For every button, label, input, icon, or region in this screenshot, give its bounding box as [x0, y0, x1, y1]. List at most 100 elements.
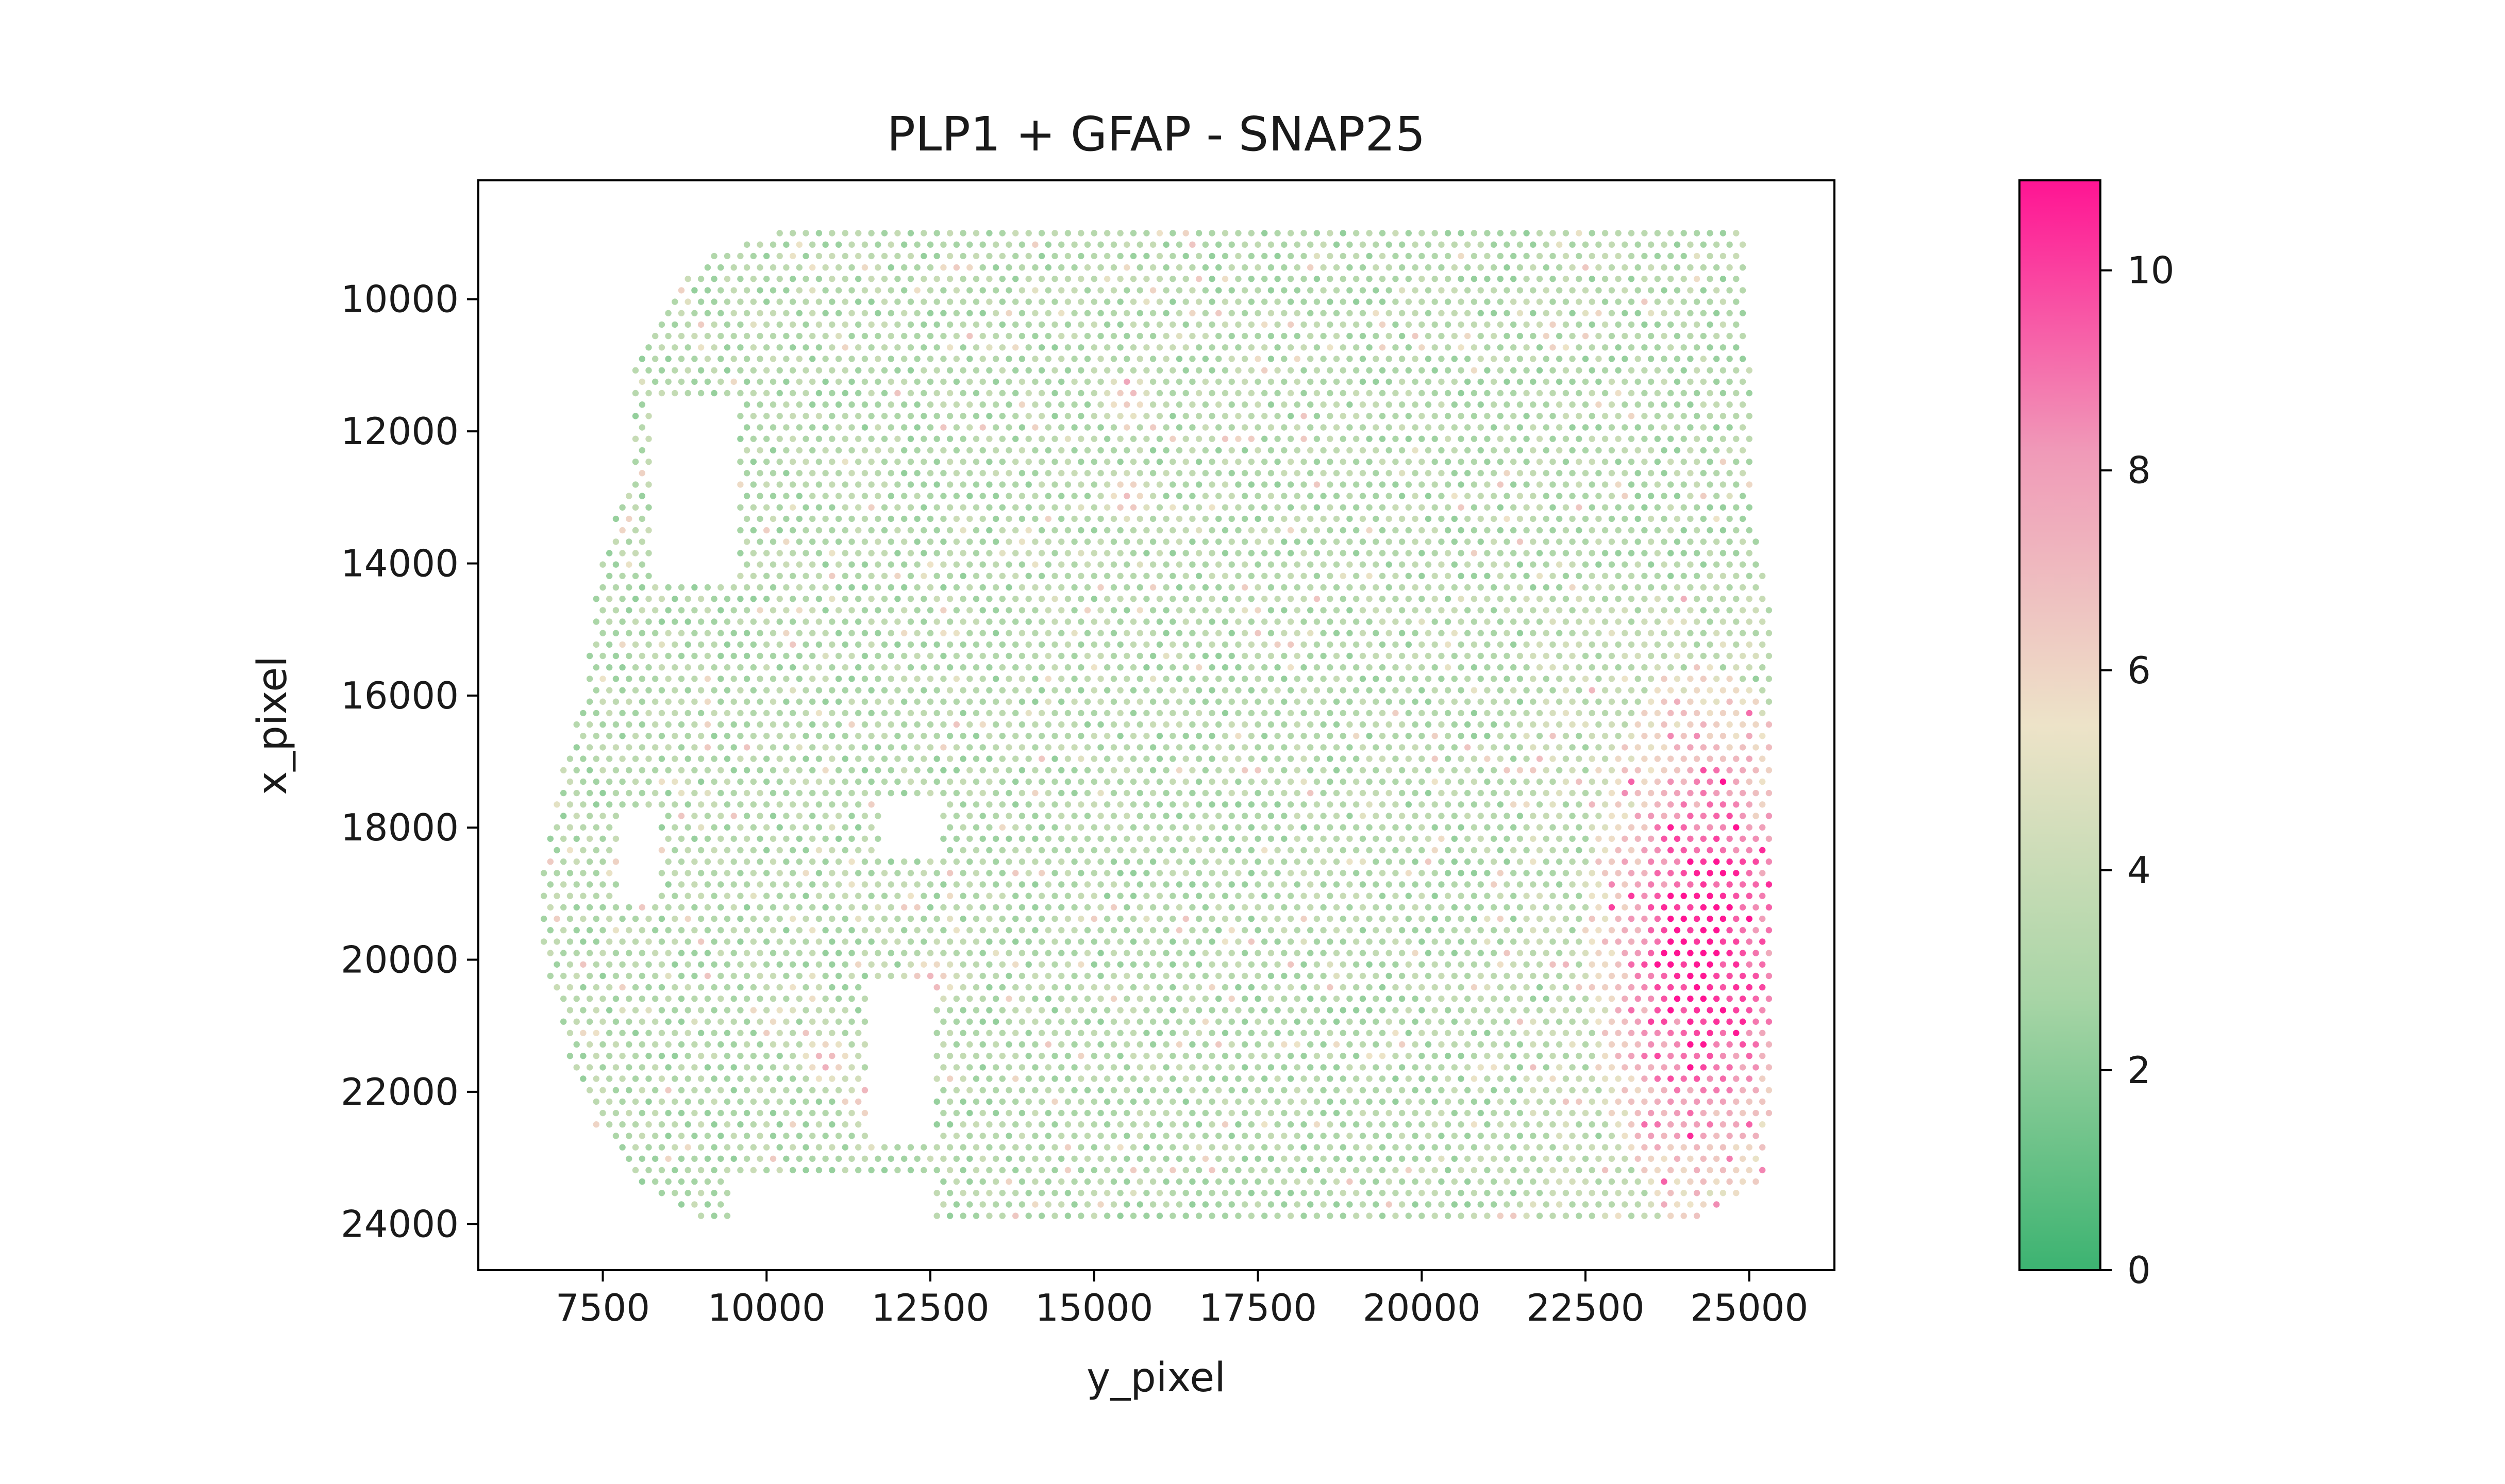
spot-point	[1058, 584, 1065, 591]
spot-point	[1385, 241, 1392, 248]
spot-point	[1615, 618, 1622, 625]
spot-point	[973, 367, 980, 374]
spot-point	[842, 276, 849, 282]
spot-point	[691, 378, 698, 385]
chart-title: PLP1 + GFAP - SNAP25	[887, 107, 1426, 162]
spot-point	[1687, 813, 1694, 819]
spot-point	[881, 596, 888, 602]
spot-point	[1084, 493, 1091, 499]
spot-point	[855, 550, 862, 556]
spot-point	[1556, 561, 1563, 568]
spot-point	[1438, 447, 1445, 454]
spot-point	[1313, 687, 1321, 694]
spot-point	[1471, 755, 1478, 762]
spot-point	[1071, 630, 1078, 636]
spot-point	[953, 401, 960, 408]
spot-point	[1248, 298, 1255, 305]
spot-point	[1097, 287, 1104, 294]
spot-point	[960, 596, 966, 602]
spot-point	[632, 367, 639, 374]
spot-point	[1170, 618, 1176, 625]
spot-point	[770, 584, 777, 591]
spot-point	[1287, 801, 1294, 808]
spot-point	[1477, 378, 1484, 385]
spot-point	[1543, 447, 1549, 454]
spot-point	[809, 813, 816, 819]
spot-point	[1110, 264, 1117, 271]
spot-point	[1235, 641, 1242, 648]
spot-point	[1464, 630, 1471, 636]
spot-point	[999, 344, 1006, 351]
spot-point	[783, 698, 790, 705]
spot-point	[1385, 378, 1392, 385]
spot-point	[1091, 755, 1097, 762]
spot-point	[1765, 767, 1773, 774]
spot-point	[796, 287, 803, 294]
spot-point	[1248, 276, 1255, 282]
spot-point	[1543, 652, 1549, 660]
spot-point	[1385, 401, 1392, 408]
spot-point	[999, 596, 1006, 602]
spot-point	[1733, 252, 1740, 260]
spot-point	[1405, 550, 1412, 556]
spot-point	[1425, 515, 1432, 522]
spot-point	[1202, 515, 1209, 522]
spot-point	[743, 789, 750, 797]
spot-point	[1241, 561, 1248, 568]
spot-point	[1530, 652, 1537, 660]
spot-point	[1530, 630, 1537, 636]
spot-point	[1516, 721, 1524, 728]
spot-point	[1267, 744, 1275, 751]
spot-point	[973, 710, 980, 717]
spot-point	[1746, 870, 1752, 876]
spot-point	[881, 870, 888, 876]
spot-point	[1051, 276, 1058, 282]
spot-point	[829, 344, 836, 351]
spot-point	[1313, 596, 1321, 602]
spot-point	[1647, 356, 1655, 362]
spot-point	[1294, 767, 1300, 774]
spot-point	[1058, 607, 1065, 614]
spot-point	[979, 378, 986, 385]
spot-point	[1713, 607, 1720, 614]
spot-point	[1647, 424, 1655, 431]
spot-point	[1189, 470, 1196, 477]
spot-point	[1634, 813, 1641, 819]
spot-point	[914, 515, 921, 522]
spot-point	[1562, 367, 1569, 374]
spot-point	[888, 515, 894, 522]
spot-point	[1104, 230, 1111, 237]
spot-point	[1025, 596, 1032, 602]
spot-point	[1582, 378, 1589, 385]
spot-point	[1163, 287, 1170, 294]
spot-point	[1379, 824, 1386, 831]
spot-point	[1595, 241, 1602, 248]
spot-point	[1477, 676, 1484, 682]
spot-point	[1366, 527, 1373, 534]
spot-point	[645, 413, 652, 419]
spot-point	[1248, 664, 1255, 671]
spot-point	[953, 607, 960, 614]
spot-point	[789, 801, 796, 808]
spot-point	[1097, 584, 1104, 591]
spot-point	[1018, 835, 1026, 842]
spot-point	[1215, 447, 1222, 454]
spot-point	[1622, 630, 1628, 636]
spot-point	[1713, 789, 1720, 797]
spot-point	[966, 401, 973, 408]
spot-point	[1163, 356, 1170, 362]
spot-point	[730, 584, 737, 591]
spot-point	[933, 413, 940, 419]
spot-point	[842, 870, 849, 876]
spot-point	[1595, 378, 1602, 385]
spot-point	[1654, 710, 1661, 717]
spot-point	[1228, 264, 1235, 271]
spot-point	[1366, 733, 1373, 739]
spot-point	[1327, 344, 1333, 351]
spot-point	[593, 847, 600, 854]
spot-point	[1143, 481, 1150, 488]
spot-point	[1654, 847, 1661, 854]
spot-point	[1746, 755, 1752, 762]
spot-point	[986, 892, 993, 899]
spot-point	[593, 687, 600, 694]
